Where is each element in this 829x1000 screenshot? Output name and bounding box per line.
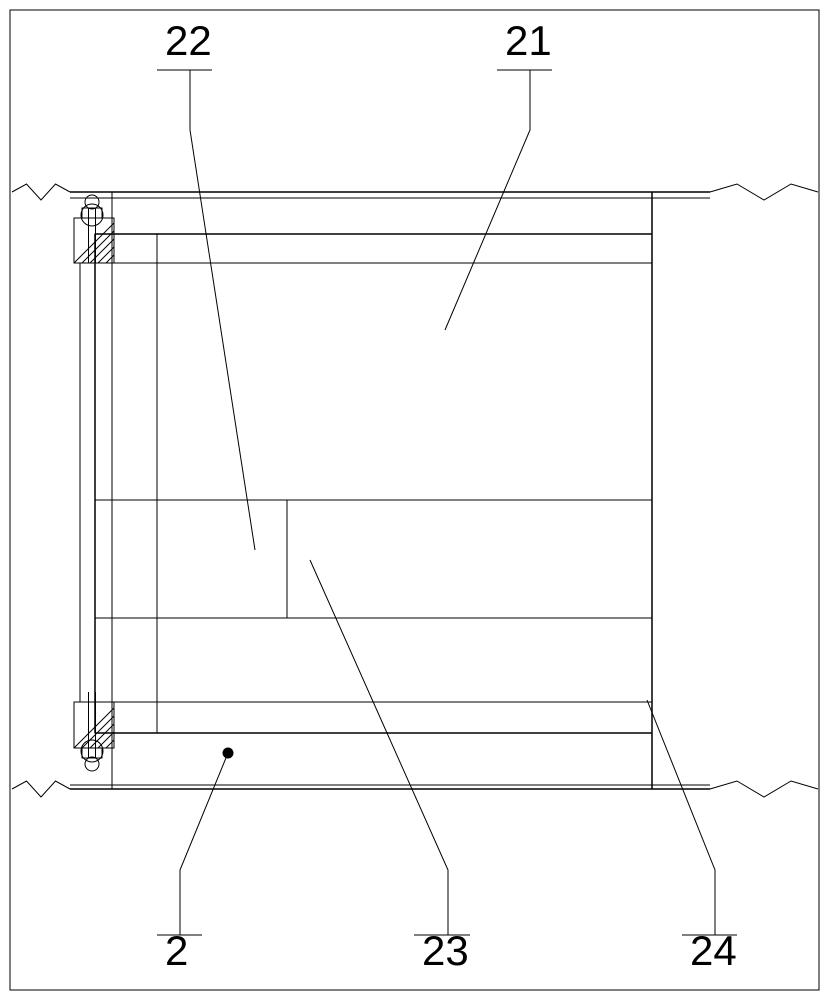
nut-bottom: [85, 757, 99, 771]
label-24: 24: [690, 927, 737, 974]
label-22: 22: [165, 17, 212, 64]
left-cover: [80, 263, 95, 702]
left-plate: [95, 234, 157, 733]
leader-23: [310, 560, 448, 935]
nut-top: [85, 195, 99, 209]
label-21: 21: [505, 17, 552, 64]
leader-24: [647, 700, 715, 935]
leader-2: [180, 753, 228, 935]
label-23: 23: [422, 927, 469, 974]
leader-21: [445, 70, 530, 330]
break-left-top: [12, 184, 70, 200]
break-right-top: [710, 184, 818, 200]
bushing-bottom: [74, 702, 114, 748]
break-right-bot: [710, 781, 818, 797]
break-left-bot: [12, 781, 70, 797]
leader-22: [190, 70, 255, 550]
label-2: 2: [165, 927, 188, 974]
bushing-top: [74, 218, 114, 263]
